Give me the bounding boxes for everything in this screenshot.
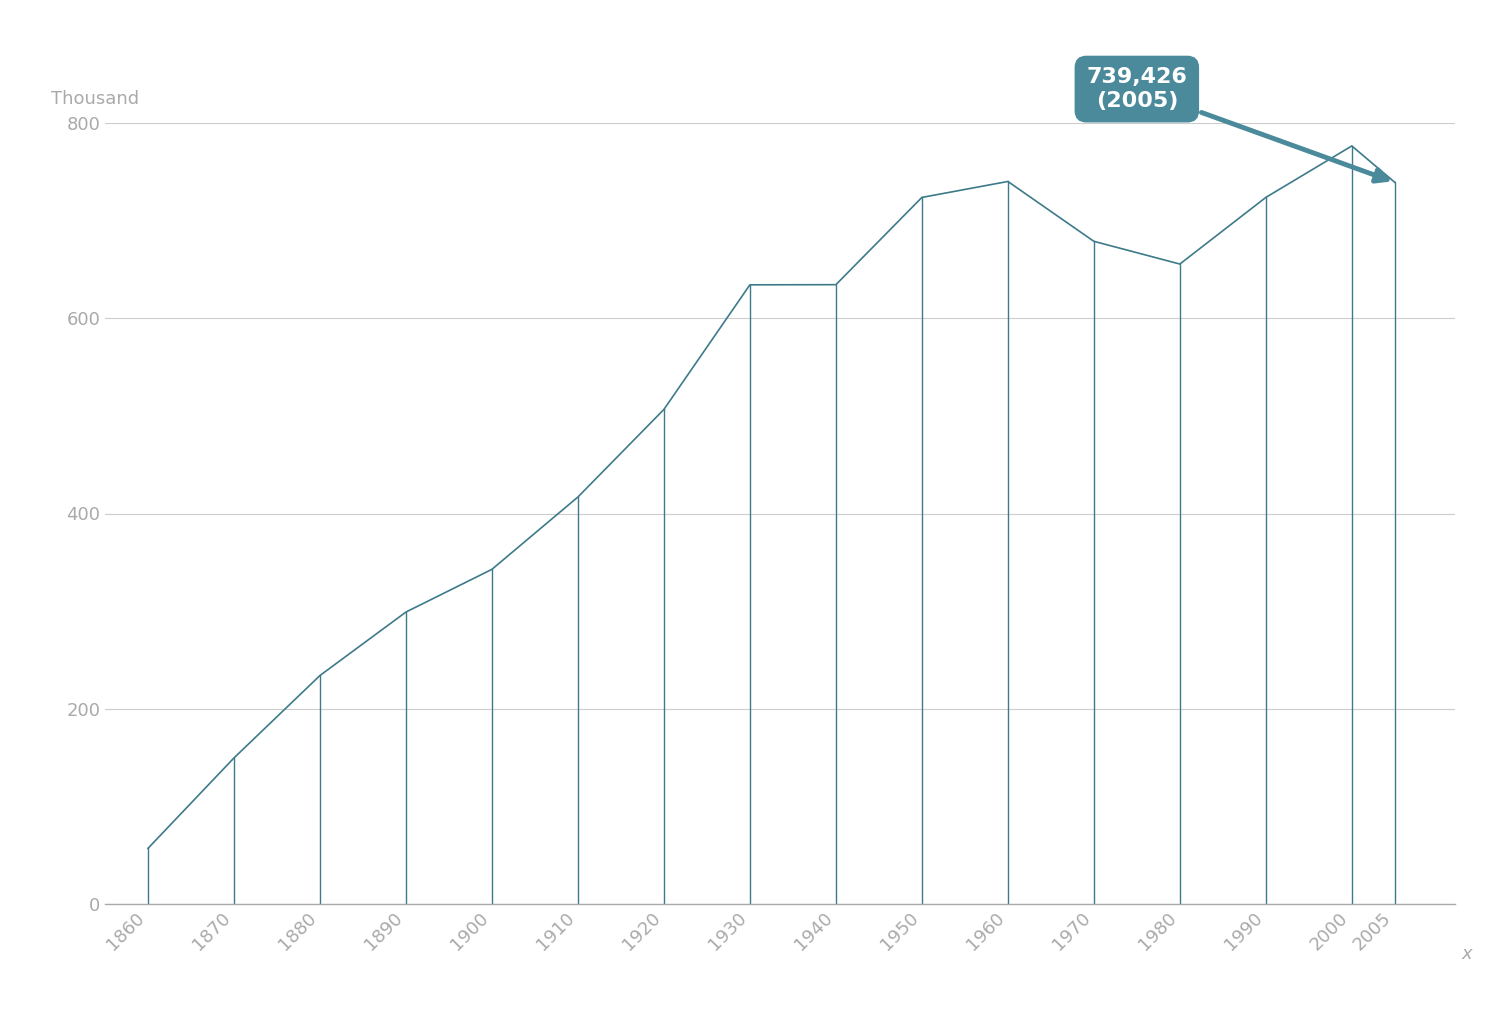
Text: x: x	[1461, 946, 1473, 963]
Text: 739,426
(2005): 739,426 (2005)	[1086, 68, 1388, 181]
Text: Thousand: Thousand	[51, 89, 140, 108]
